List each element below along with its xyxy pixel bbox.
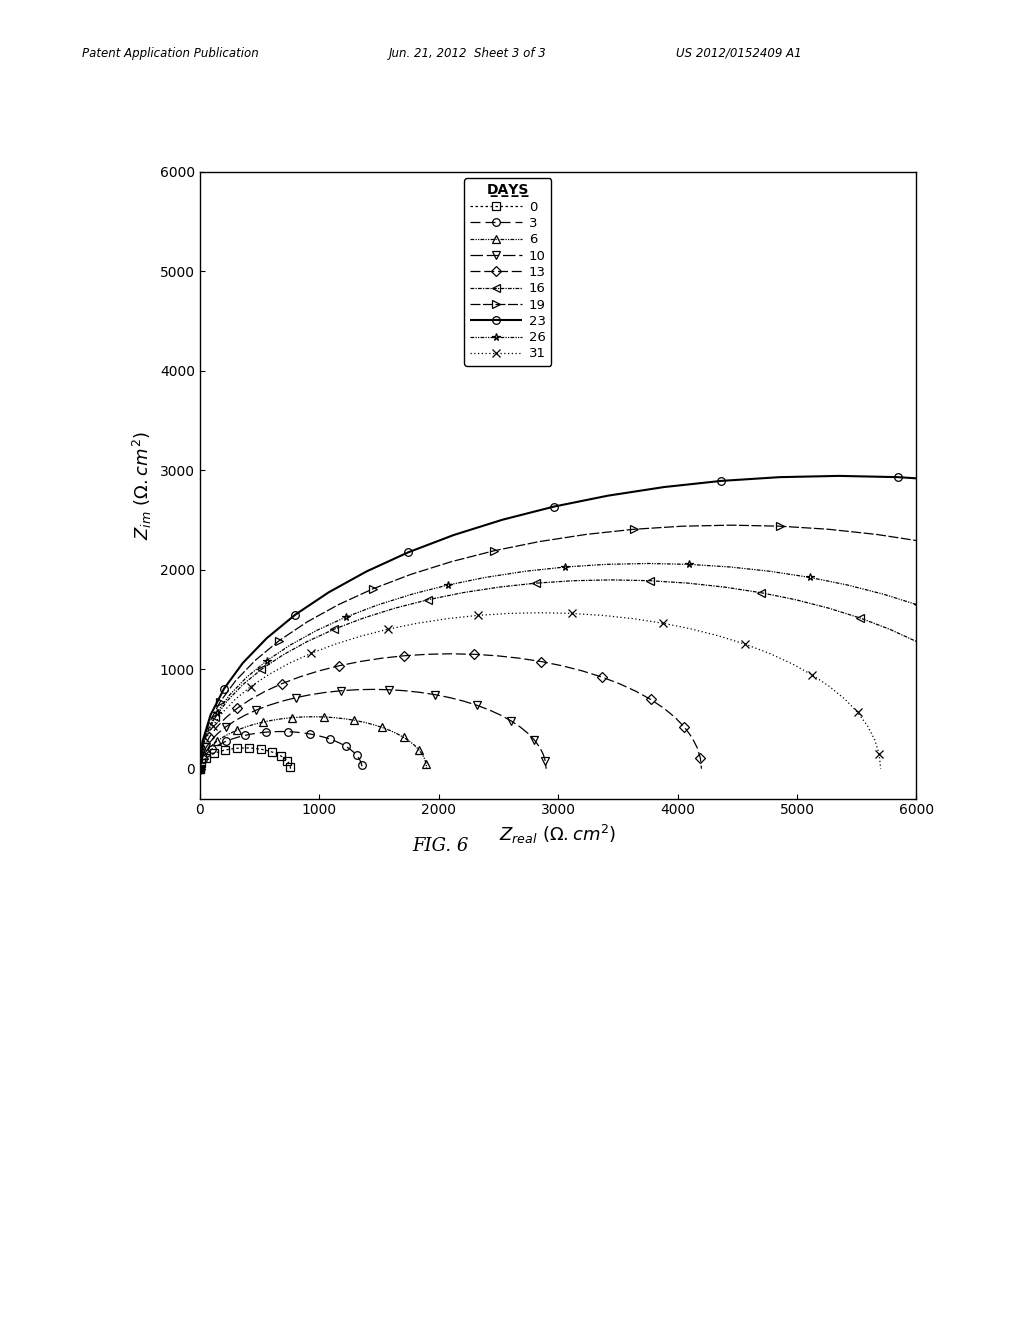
Text: Jun. 21, 2012  Sheet 3 of 3: Jun. 21, 2012 Sheet 3 of 3 <box>389 46 547 59</box>
Y-axis label: $Z_{im}\ (\Omega.cm^2)$: $Z_{im}\ (\Omega.cm^2)$ <box>131 430 155 540</box>
Text: Patent Application Publication: Patent Application Publication <box>82 46 259 59</box>
Legend: 0, 3, 6, 10, 13, 16, 19, 23, 26, 31: 0, 3, 6, 10, 13, 16, 19, 23, 26, 31 <box>464 178 551 366</box>
Text: FIG. 6: FIG. 6 <box>412 837 469 855</box>
X-axis label: $Z_{real}\ (\Omega.cm^2)$: $Z_{real}\ (\Omega.cm^2)$ <box>500 822 616 846</box>
Text: US 2012/0152409 A1: US 2012/0152409 A1 <box>676 46 802 59</box>
